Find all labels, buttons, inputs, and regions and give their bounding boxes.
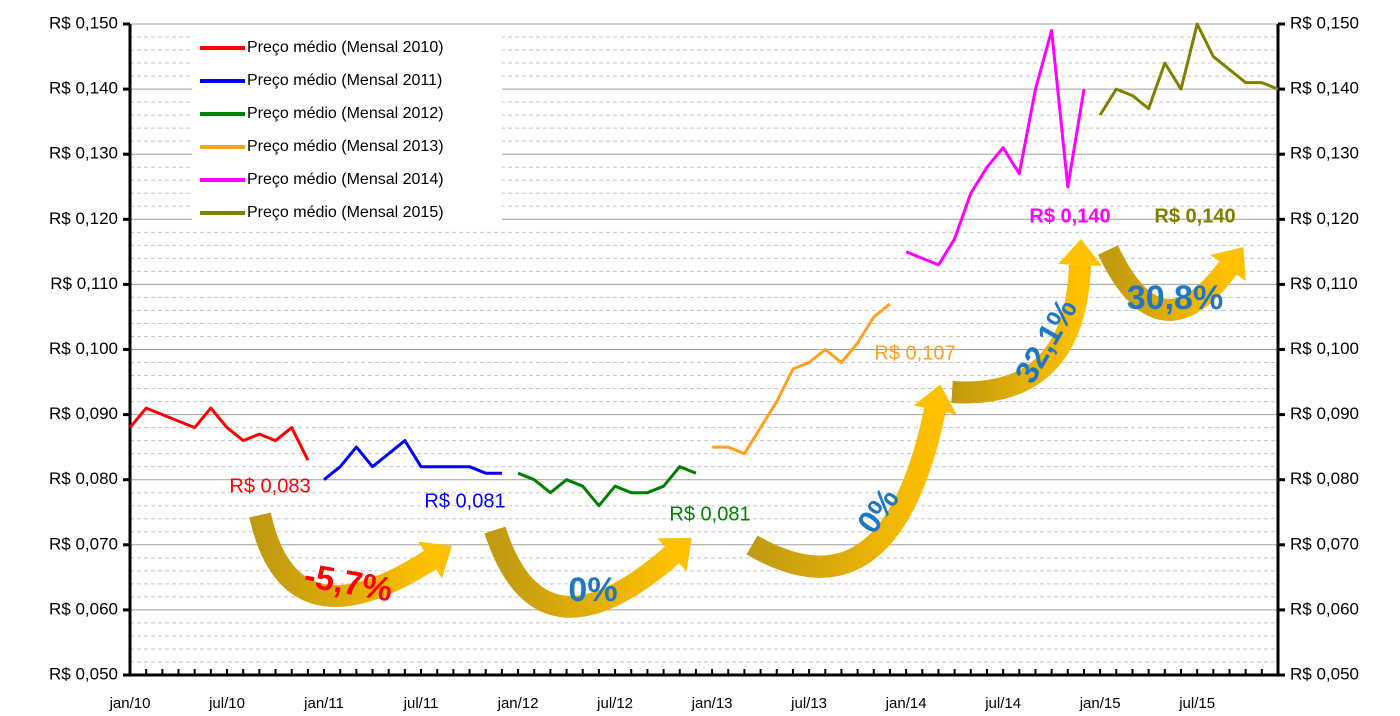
series-line [712, 302, 891, 456]
y2-tick-label: R$ 0,080 [1290, 469, 1359, 488]
y-tick-label: R$ 0,110 [50, 274, 118, 293]
x-tick-label: jan/10 [109, 695, 151, 712]
annotation: R$ 0,140 [1029, 205, 1110, 227]
series-line [905, 29, 1086, 267]
y-tick-label: R$ 0,090 [49, 404, 118, 423]
series-line [323, 439, 502, 481]
y-tick-label: R$ 0,120 [49, 209, 118, 228]
legend-label: Preço médio (Mensal 2010) [247, 39, 444, 56]
arrow-body [249, 512, 436, 607]
annotation: 30,8% [1127, 279, 1223, 317]
arrow-body [484, 526, 680, 618]
annotation: R$ 0,107 [874, 342, 955, 364]
x-tick-label: jan/12 [497, 695, 539, 712]
legend-label: Preço médio (Mensal 2012) [247, 105, 444, 122]
y-tick-label: R$ 0,060 [49, 599, 118, 618]
arrow-head [418, 541, 452, 579]
plot: Preço médio (Mensal 2010) Preço médio (Me… [128, 22, 1279, 609]
x-tick-label: jul/11 [403, 695, 439, 712]
annotation: R$ 0,140 [1154, 205, 1235, 227]
arrow-body [951, 264, 1091, 404]
legend-label: Preço médio (Mensal 2015) [247, 204, 444, 221]
legend-box [192, 32, 502, 228]
y2-tick-label: R$ 0,070 [1290, 534, 1359, 553]
y2-tick-label: R$ 0,130 [1290, 144, 1359, 163]
series-line [128, 406, 310, 461]
series-line [1098, 22, 1279, 116]
y2-tick-label: R$ 0,100 [1290, 339, 1359, 358]
x-tick-label: jul/14 [984, 695, 1021, 712]
legend-label: Preço médio (Mensal 2011) [247, 72, 442, 89]
y-tick-label: R$ 0,140 [49, 79, 118, 98]
y2-tick-label: R$ 0,090 [1290, 404, 1359, 423]
y2-tick-label: R$ 0,050 [1290, 664, 1359, 683]
y-tick-label: R$ 0,050 [49, 664, 118, 683]
arrow-head [1058, 239, 1102, 266]
x-tick-label: jan/11 [303, 695, 344, 712]
x-tick-label: jul/13 [790, 695, 827, 712]
annotation: 0% [568, 571, 617, 609]
arrow-body [1098, 245, 1237, 321]
x-tick-label: jan/14 [885, 695, 927, 712]
annotation: R$ 0,083 [229, 475, 310, 497]
y-tick-label: R$ 0,150 [49, 13, 118, 32]
arrows [249, 239, 1246, 618]
x-tick-label: jan/15 [1079, 695, 1121, 712]
annotation: R$ 0,081 [669, 503, 750, 525]
x-tick-label: jul/10 [208, 695, 245, 712]
y-tick-label: R$ 0,080 [49, 469, 118, 488]
x-tick-label: jul/15 [1178, 695, 1215, 712]
series-line [517, 465, 697, 508]
y2-tick-label: R$ 0,060 [1290, 599, 1359, 618]
arrow-head [657, 537, 692, 572]
x-tick-label: jul/12 [596, 695, 633, 712]
y-tick-label: R$ 0,070 [49, 534, 118, 553]
arrow-body [746, 407, 946, 578]
legend-label: Preço médio (Mensal 2014) [247, 171, 444, 188]
arrow-head [913, 384, 957, 415]
x-tick-label: jan/13 [691, 695, 733, 712]
y-tick-label: R$ 0,100 [49, 339, 118, 358]
annotation: R$ 0,081 [424, 490, 505, 512]
y2-tick-label: R$ 0,140 [1290, 79, 1359, 98]
legend-label: Preço médio (Mensal 2013) [247, 138, 444, 155]
y2-tick-label: R$ 0,150 [1290, 13, 1359, 32]
arrow-head [1210, 247, 1246, 282]
y2-tick-label: R$ 0,110 [1290, 274, 1358, 293]
y-tick-label: R$ 0,130 [49, 144, 118, 163]
y2-tick-label: R$ 0,120 [1290, 209, 1359, 228]
